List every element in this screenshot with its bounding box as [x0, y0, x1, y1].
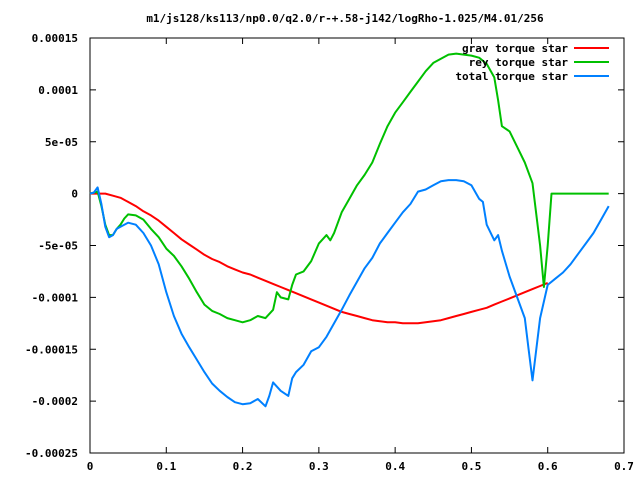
legend-label: total torque star — [455, 70, 568, 83]
x-tick-label: 0.3 — [309, 460, 329, 473]
x-tick-label: 0.5 — [461, 460, 481, 473]
x-tick-label: 0.6 — [538, 460, 558, 473]
series-lines — [89, 52, 610, 408]
series-line-total-torque-star — [89, 179, 610, 408]
legend-label: rey torque star — [469, 56, 569, 69]
x-tick-label: 0 — [87, 460, 94, 473]
y-tick-label: -0.00015 — [25, 343, 78, 356]
series-line-grav-torque-star — [90, 192, 549, 325]
y-tick-label: 0.00015 — [32, 32, 78, 45]
x-tick-label: 0.2 — [233, 460, 253, 473]
y-tick-label: 0 — [71, 188, 78, 201]
y-tick-label: -0.0002 — [32, 395, 78, 408]
y-tick-label: -0.00025 — [25, 447, 78, 460]
y-tick-label: 0.0001 — [38, 84, 78, 97]
x-tick-label: 0.4 — [385, 460, 405, 473]
x-tick-label: 0.1 — [156, 460, 176, 473]
chart-title: m1/js128/ks113/np0.0/q2.0/r-+.58-j142/lo… — [146, 12, 544, 25]
y-tick-label: -5e-05 — [38, 240, 78, 253]
x-tick-label: 0.7 — [614, 460, 634, 473]
series-line-rey-torque-star — [89, 52, 609, 324]
axis-ticks: 0 0.1 0.2 0.3 0.4 0.5 0.6 0.7 -0.00025 -0.0002 -0.… — [25, 32, 634, 473]
plot-frame — [89, 37, 625, 454]
y-tick-label: -0.0001 — [32, 291, 79, 304]
legend-label: grav torque star — [462, 42, 568, 55]
y-tick-label: 5e-05 — [45, 136, 78, 149]
